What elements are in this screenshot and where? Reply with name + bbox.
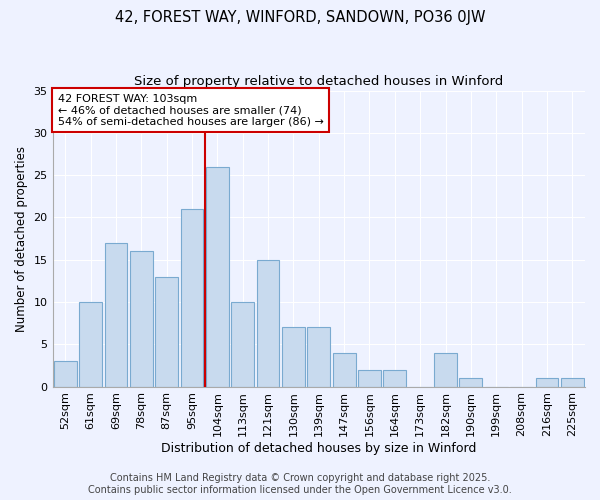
Y-axis label: Number of detached properties: Number of detached properties: [15, 146, 28, 332]
Bar: [257, 260, 280, 386]
Bar: [54, 361, 77, 386]
Text: 42 FOREST WAY: 103sqm
← 46% of detached houses are smaller (74)
54% of semi-deta: 42 FOREST WAY: 103sqm ← 46% of detached …: [58, 94, 324, 126]
Bar: [307, 328, 330, 386]
Text: 42, FOREST WAY, WINFORD, SANDOWN, PO36 0JW: 42, FOREST WAY, WINFORD, SANDOWN, PO36 0…: [115, 10, 485, 25]
X-axis label: Distribution of detached houses by size in Winford: Distribution of detached houses by size …: [161, 442, 476, 455]
Bar: [536, 378, 559, 386]
Bar: [561, 378, 584, 386]
Bar: [434, 353, 457, 386]
Bar: [358, 370, 381, 386]
Bar: [104, 243, 127, 386]
Bar: [383, 370, 406, 386]
Bar: [206, 166, 229, 386]
Bar: [231, 302, 254, 386]
Bar: [460, 378, 482, 386]
Bar: [79, 302, 102, 386]
Bar: [130, 252, 152, 386]
Bar: [181, 209, 203, 386]
Bar: [282, 328, 305, 386]
Text: Contains HM Land Registry data © Crown copyright and database right 2025.
Contai: Contains HM Land Registry data © Crown c…: [88, 474, 512, 495]
Title: Size of property relative to detached houses in Winford: Size of property relative to detached ho…: [134, 75, 503, 88]
Bar: [155, 276, 178, 386]
Bar: [333, 353, 356, 386]
